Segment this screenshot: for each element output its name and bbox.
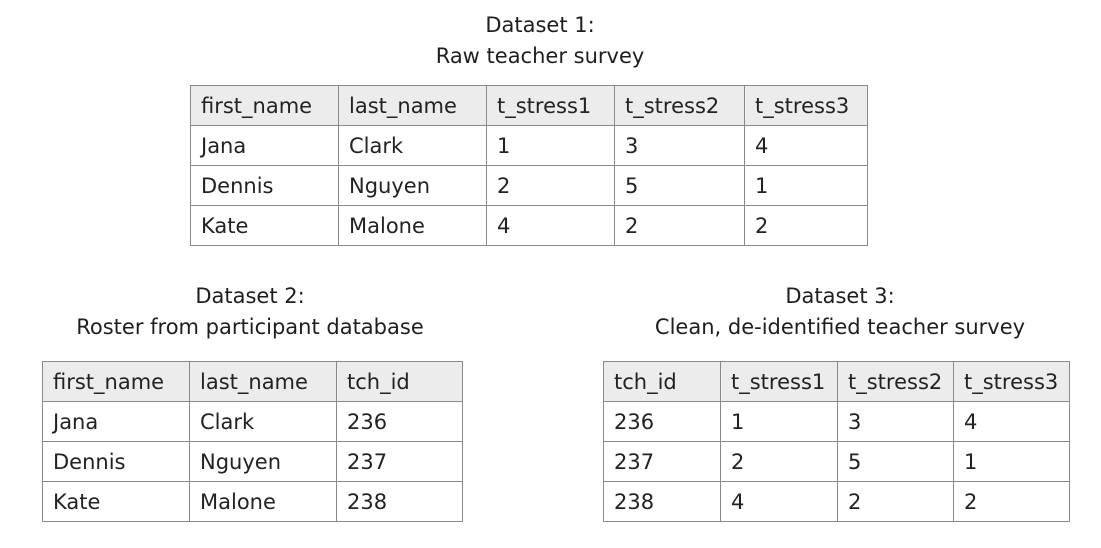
table-header-row: first_name last_name tch_id: [42, 361, 463, 402]
table-cell: 2: [744, 205, 868, 246]
table-row: 238 4 2 2: [603, 481, 1070, 522]
column-header: t_stress2: [837, 361, 954, 402]
table-cell: 4: [953, 401, 1070, 442]
dataset1-caption: Dataset 1: Raw teacher survey: [390, 10, 690, 72]
dataset1-title: Dataset 1:: [485, 13, 595, 37]
table-cell: 237: [603, 441, 721, 482]
table-cell: 236: [336, 401, 463, 442]
table-cell: 5: [837, 441, 954, 482]
table-cell: 2: [953, 481, 1070, 522]
table-cell: Nguyen: [338, 165, 487, 206]
table-row: 237 2 5 1: [603, 441, 1070, 482]
table-cell: 1: [486, 125, 615, 166]
table-cell: Dennis: [42, 441, 190, 482]
table-cell: 2: [614, 205, 745, 246]
table-cell: 1: [953, 441, 1070, 482]
dataset3-title: Dataset 3:: [785, 284, 895, 308]
table-cell: 3: [614, 125, 745, 166]
table-row: Kate Malone 4 2 2: [190, 205, 868, 246]
table-cell: Kate: [42, 481, 190, 522]
table-cell: 2: [720, 441, 838, 482]
column-header: t_stress1: [486, 85, 615, 126]
table-row: Kate Malone 238: [42, 481, 463, 522]
column-header: t_stress2: [614, 85, 745, 126]
table-cell: Malone: [338, 205, 487, 246]
table-cell: 1: [720, 401, 838, 442]
table-header-row: tch_id t_stress1 t_stress2 t_stress3: [603, 361, 1070, 402]
column-header: tch_id: [603, 361, 721, 402]
table-cell: 237: [336, 441, 463, 482]
table-row: Dennis Nguyen 237: [42, 441, 463, 482]
dataset3-caption: Dataset 3: Clean, de-identified teacher …: [630, 281, 1050, 343]
table-cell: 4: [744, 125, 868, 166]
dataset1-table: first_name last_name t_stress1 t_stress2…: [190, 85, 868, 246]
table-cell: Clark: [338, 125, 487, 166]
table-cell: 1: [744, 165, 868, 206]
table-cell: 3: [837, 401, 954, 442]
column-header: t_stress3: [744, 85, 868, 126]
column-header: t_stress1: [720, 361, 838, 402]
table-cell: Jana: [190, 125, 339, 166]
dataset2-title: Dataset 2:: [195, 284, 305, 308]
dataset1-subtitle: Raw teacher survey: [435, 44, 645, 68]
dataset2-table: first_name last_name tch_id Jana Clark 2…: [42, 361, 463, 522]
table-cell: 4: [486, 205, 615, 246]
table-cell: 236: [603, 401, 721, 442]
dataset3-table: tch_id t_stress1 t_stress2 t_stress3 236…: [603, 361, 1070, 522]
column-header: t_stress3: [953, 361, 1070, 402]
column-header: first_name: [42, 361, 190, 402]
table-cell: Dennis: [190, 165, 339, 206]
table-row: Dennis Nguyen 2 5 1: [190, 165, 868, 206]
column-header: tch_id: [336, 361, 463, 402]
table-cell: 5: [614, 165, 745, 206]
table-cell: Nguyen: [189, 441, 337, 482]
table-cell: Malone: [189, 481, 337, 522]
table-cell: 2: [837, 481, 954, 522]
table-row: Jana Clark 236: [42, 401, 463, 442]
table-row: Jana Clark 1 3 4: [190, 125, 868, 166]
table-header-row: first_name last_name t_stress1 t_stress2…: [190, 85, 868, 126]
table-cell: Clark: [189, 401, 337, 442]
table-cell: Jana: [42, 401, 190, 442]
table-cell: 4: [720, 481, 838, 522]
table-cell: Kate: [190, 205, 339, 246]
table-cell: 238: [336, 481, 463, 522]
table-row: 236 1 3 4: [603, 401, 1070, 442]
table-cell: 238: [603, 481, 721, 522]
column-header: last_name: [338, 85, 487, 126]
table-cell: 2: [486, 165, 615, 206]
dataset2-subtitle: Roster from participant database: [76, 315, 424, 339]
dataset3-subtitle: Clean, de-identified teacher survey: [654, 315, 1026, 339]
dataset2-caption: Dataset 2: Roster from participant datab…: [50, 281, 450, 343]
column-header: last_name: [189, 361, 337, 402]
column-header: first_name: [190, 85, 339, 126]
